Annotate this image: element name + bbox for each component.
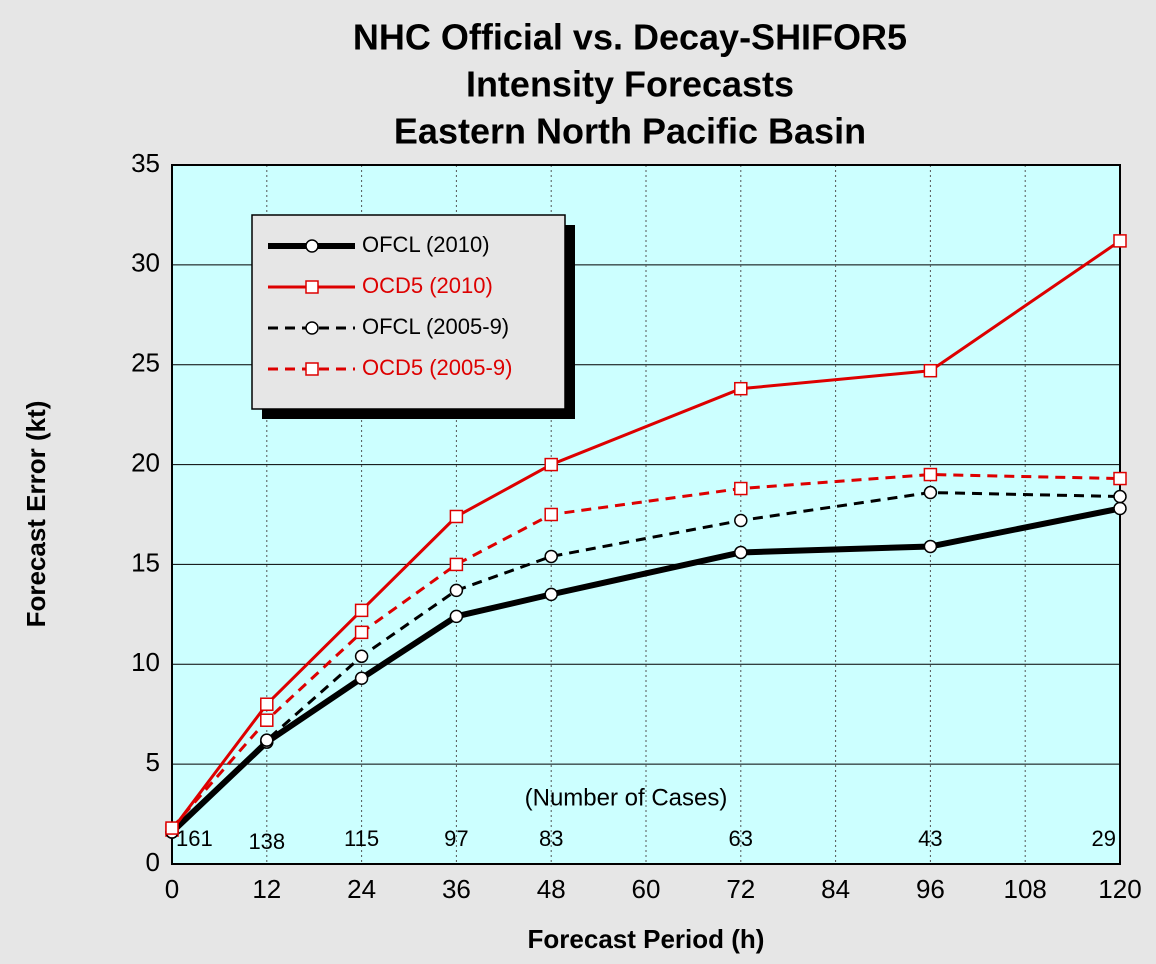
data-point — [165, 821, 179, 835]
chart-title: Intensity Forecasts — [466, 64, 794, 105]
y-tick-label: 20 — [131, 447, 160, 477]
case-count: 83 — [539, 826, 563, 851]
series-line — [170, 239, 1121, 831]
data-point — [1113, 234, 1127, 248]
data-point — [544, 587, 558, 602]
x-tick-label: 108 — [1004, 874, 1047, 904]
case-count: 97 — [444, 826, 468, 851]
data-point — [923, 539, 938, 554]
data-point — [923, 467, 938, 482]
x-tick-label: 0 — [165, 874, 179, 904]
legend-label: OCD5 (2010) — [362, 273, 493, 298]
data-point — [354, 649, 369, 664]
legend-marker — [305, 280, 319, 294]
case-count: 138 — [248, 829, 285, 854]
y-tick-label: 15 — [131, 547, 160, 577]
chart-title: Eastern North Pacific Basin — [394, 111, 866, 152]
legend-label: OFCL (2005-9) — [362, 314, 509, 339]
data-point — [734, 513, 748, 528]
data-point — [923, 485, 938, 500]
series-line — [169, 505, 1121, 835]
case-count: 161 — [176, 826, 213, 851]
y-tick-label: 10 — [131, 647, 160, 677]
x-tick-label: 84 — [821, 874, 850, 904]
case-count: 29 — [1092, 826, 1116, 851]
data-point — [544, 507, 558, 522]
chart-title: NHC Official vs. Decay-SHIFOR5 — [353, 17, 907, 58]
series-line — [170, 473, 1121, 830]
y-tick-label: 30 — [131, 248, 160, 278]
data-point — [1113, 501, 1127, 516]
data-point — [449, 509, 464, 524]
data-point — [1113, 471, 1127, 486]
legend-marker — [305, 239, 319, 253]
x-axis-title: Forecast Period (h) — [528, 924, 765, 954]
data-point — [544, 549, 558, 564]
data-point — [734, 481, 748, 496]
x-tick-label: 24 — [347, 874, 376, 904]
case-count: 43 — [918, 826, 942, 851]
x-tick-label: 36 — [442, 874, 471, 904]
x-tick-label: 60 — [632, 874, 661, 904]
data-point — [354, 625, 369, 640]
data-point — [544, 457, 558, 472]
data-point — [260, 733, 274, 747]
data-point — [354, 603, 369, 618]
y-tick-label: 35 — [131, 148, 160, 178]
x-tick-label: 48 — [537, 874, 566, 904]
series-line — [170, 491, 1121, 834]
cases-label: (Number of Cases) — [525, 784, 728, 811]
data-point — [923, 363, 938, 378]
legend-marker — [305, 321, 319, 335]
case-count: 63 — [729, 826, 753, 851]
y-tick-label: 5 — [146, 747, 160, 777]
data-point — [354, 671, 369, 686]
data-point — [449, 583, 464, 598]
data-point — [734, 545, 748, 560]
y-axis-title: Forecast Error (kt) — [21, 401, 51, 628]
x-tick-label: 12 — [252, 874, 281, 904]
x-tick-label: 96 — [916, 874, 945, 904]
legend-label: OCD5 (2005-9) — [362, 355, 512, 380]
data-point — [449, 557, 464, 572]
legend-marker — [305, 362, 319, 376]
data-point — [260, 697, 274, 711]
y-tick-label: 25 — [131, 348, 160, 378]
data-point — [260, 713, 274, 727]
data-point — [734, 381, 748, 396]
case-count: 115 — [344, 826, 379, 851]
x-tick-label: 72 — [726, 874, 755, 904]
data-point — [449, 609, 464, 624]
legend-label: OFCL (2010) — [362, 232, 490, 257]
data-point — [1113, 489, 1127, 504]
y-tick-label: 0 — [146, 847, 160, 877]
x-tick-label: 120 — [1098, 874, 1141, 904]
